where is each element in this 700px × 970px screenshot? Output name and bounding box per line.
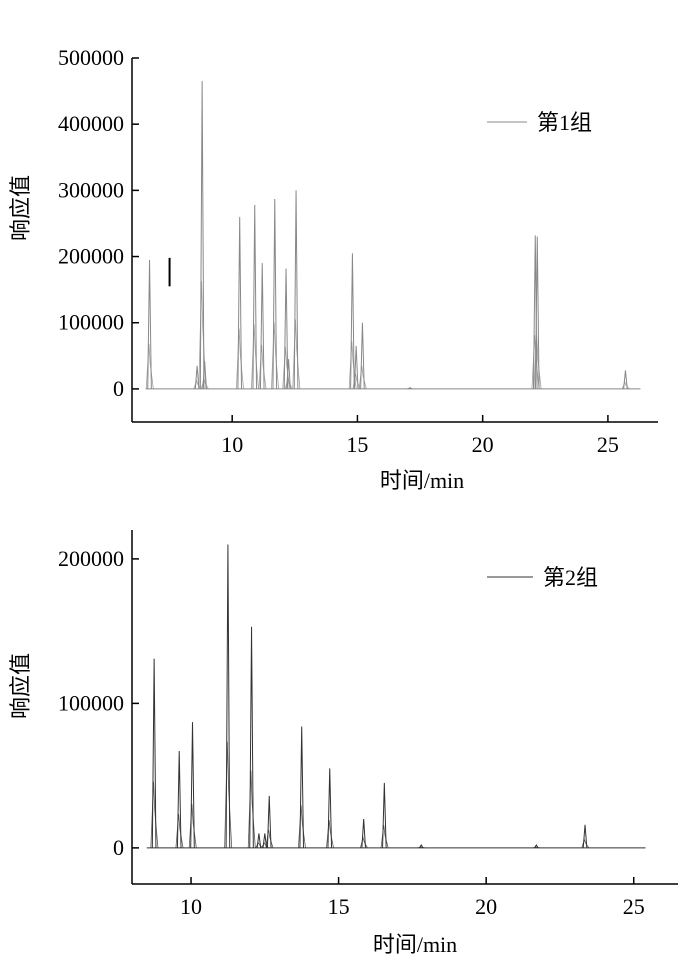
chromatogram-peak-shoulder: [621, 381, 630, 390]
chromatogram-peak-shoulder: [532, 846, 541, 849]
chromatogram-peak-shoulder: [298, 805, 306, 848]
chromatogram-peak-shoulder: [284, 376, 293, 390]
chromatogram-peak-shoulder: [533, 335, 542, 389]
y-tick-label: 0: [113, 835, 124, 860]
chromatogram-peak-shoulder: [271, 322, 279, 389]
chromatogram-peak-shoulder: [258, 344, 267, 389]
chromatogram-peak-shoulder: [282, 346, 291, 389]
y-tick-label: 300000: [58, 177, 124, 202]
chromatogram-peak-shoulder: [358, 365, 367, 390]
chromatogram-peak: [293, 190, 299, 389]
chromatogram-peak: [299, 726, 305, 848]
chromatogram-peak: [202, 361, 207, 389]
chromatogram-peak: [262, 833, 268, 848]
chromatogram-peak: [283, 268, 289, 389]
chromatogram-peak: [249, 626, 254, 848]
x-tick-label: 25: [623, 894, 645, 919]
chromatogram-peak: [360, 322, 365, 389]
chromatogram-peak: [256, 833, 262, 848]
y-tick-label: 100000: [58, 690, 124, 715]
legend-label: 第2组: [543, 565, 598, 590]
chromatogram-peak: [225, 544, 231, 848]
y-axis-label: 响应值: [8, 653, 33, 719]
y-tick-label: 200000: [58, 244, 124, 269]
chromatogram-peak: [237, 216, 243, 389]
chromatogram-peak: [272, 198, 278, 389]
chromatogram-peak: [151, 658, 157, 848]
chromatogram-peak: [176, 751, 182, 848]
chromatogram-peak: [623, 370, 628, 389]
chromatogram-peak: [194, 365, 200, 389]
y-tick-label: 500000: [58, 45, 124, 70]
chromatogram-peak-shoulder: [255, 841, 263, 849]
chromatogram-peak: [286, 359, 291, 389]
y-axis-label: 响应值: [8, 175, 33, 241]
chromatogram-peak-shoulder: [380, 825, 389, 848]
chromatogram-peak: [382, 782, 387, 848]
chromatogram-peak: [190, 722, 195, 848]
chromatogram-peak: [266, 795, 272, 848]
chromatogram-peak-shoulder: [417, 846, 426, 849]
x-tick-label: 20: [475, 894, 497, 919]
x-tick-label: 20: [472, 432, 494, 457]
chromatogram-peak: [199, 81, 205, 389]
y-tick-label: 100000: [58, 310, 124, 335]
x-tick-label: 10: [221, 432, 243, 457]
x-tick-label: 15: [346, 432, 368, 457]
chart-panel-1: 0 100000 200000 300000 400000 500000 10 15 20 25 时…: [8, 45, 658, 493]
chromatogram-peak-shoulder: [292, 319, 301, 389]
chromatogram-peak-shoulder: [150, 781, 159, 848]
x-tick-label: 25: [597, 432, 619, 457]
x-axis-label: 时间/min: [373, 932, 457, 957]
chromatogram-peak-shoulder: [188, 803, 197, 848]
chart-panel-2: 0 100000 200000 10 15 20 25 时间/min 响应值 第2组: [8, 530, 678, 957]
chromatogram-peak-shoulder: [531, 335, 540, 389]
chromatogram-peak-shoulder: [145, 343, 154, 389]
chromatogram-peak-shoulder: [175, 813, 184, 848]
chromatogram-peak-shoulder: [224, 741, 233, 848]
y-tick-label: 0: [113, 376, 124, 401]
chromatogram-peak: [327, 768, 333, 848]
chromatogram-peak: [582, 824, 588, 848]
chromatogram-peak: [259, 263, 265, 389]
chromatogram-peak-shoulder: [236, 328, 244, 389]
chromatogram-peak-shoulder: [326, 820, 334, 848]
x-tick-label: 15: [328, 894, 350, 919]
legend-label: 第1组: [537, 110, 592, 135]
x-axis-label: 时间/min: [380, 468, 464, 493]
chromatogram-peak: [147, 259, 152, 389]
chromatogram-peak-shoulder: [247, 770, 256, 848]
y-tick-label: 400000: [58, 111, 124, 136]
chromatogram-peak-shoulder: [251, 324, 259, 389]
chromatogram-peak: [350, 253, 355, 389]
chromatogram-peak-shoulder: [198, 281, 207, 389]
y-tick-label: 200000: [58, 546, 124, 571]
x-tick-label: 10: [180, 894, 202, 919]
chromatogram-peak-shoulder: [200, 377, 209, 390]
chromatogram-peak-shoulder: [193, 379, 202, 390]
chromatogram-peak-shoulder: [581, 838, 590, 849]
chromatogram-peak-shoulder: [359, 836, 368, 849]
chromatogram-peak: [252, 204, 258, 389]
chromatogram-peak-shoulder: [265, 829, 274, 848]
chromatogram-peak: [534, 236, 540, 389]
chromatogram-peak: [361, 818, 366, 848]
chromatogram-peak-shoulder: [352, 373, 361, 390]
chromatogram-peak: [353, 345, 359, 389]
